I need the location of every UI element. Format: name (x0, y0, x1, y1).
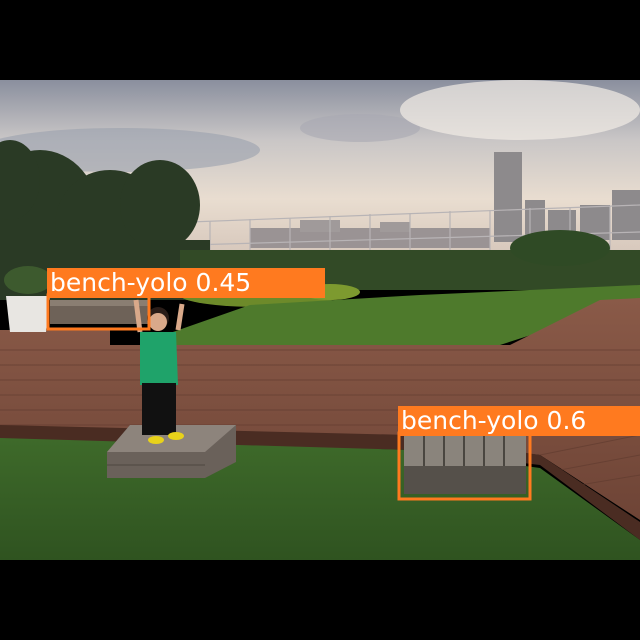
detection-label: bench-yolo 0.45 (47, 268, 325, 298)
bench-far (50, 300, 148, 324)
bench-near-right (404, 436, 526, 494)
detection-label: bench-yolo 0.6 (398, 406, 640, 436)
upper-lawn (150, 285, 640, 345)
planter-pot (4, 266, 52, 332)
child-figure (133, 299, 185, 444)
bench-near-left (107, 425, 236, 478)
